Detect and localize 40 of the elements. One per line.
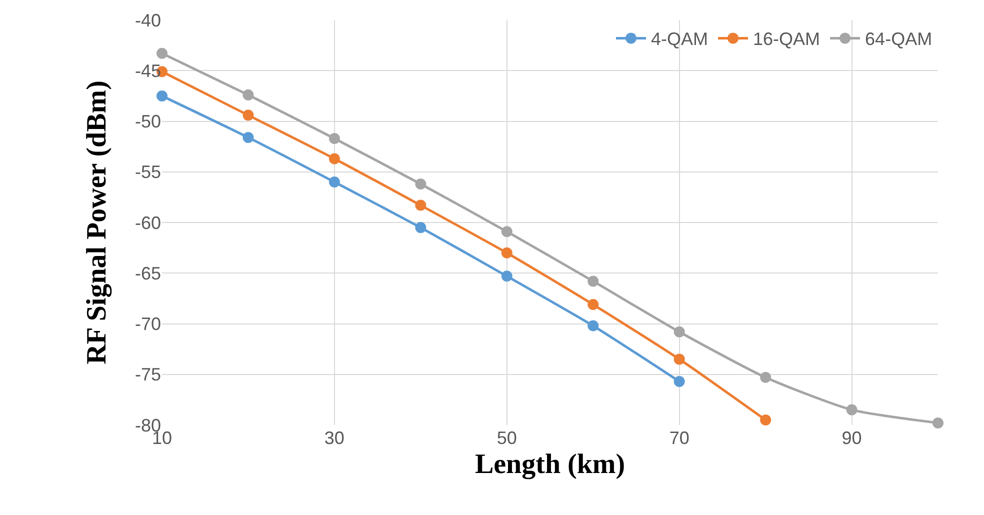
point <box>328 176 340 188</box>
y-tick-label: -55 <box>134 162 161 182</box>
x-tick-label: 90 <box>842 428 862 448</box>
point <box>846 404 858 416</box>
point <box>415 200 426 211</box>
point <box>588 276 599 287</box>
legend-label: 16-QAM <box>753 29 820 50</box>
point <box>242 132 254 143</box>
point <box>242 89 254 100</box>
point <box>760 414 772 426</box>
legend-label: 4-QAM <box>651 29 708 50</box>
x-tick-label: 50 <box>496 428 517 448</box>
point <box>328 153 340 164</box>
x-axis-title: Length (km) <box>474 449 626 480</box>
point <box>588 320 599 332</box>
point <box>242 110 254 121</box>
point <box>932 417 944 428</box>
point <box>501 270 512 282</box>
x-tick-label: 70 <box>669 428 690 448</box>
point <box>674 326 685 338</box>
point <box>501 247 512 258</box>
y-tick-label: -65 <box>134 263 161 284</box>
point <box>415 178 426 190</box>
legend-label: 64-QAM <box>865 29 932 50</box>
point <box>328 132 340 144</box>
point <box>760 372 772 383</box>
point <box>588 299 599 310</box>
point <box>415 222 426 234</box>
point <box>674 376 685 387</box>
point <box>501 226 512 238</box>
y-axis-title: RF Signal Power (dBm) <box>82 80 113 364</box>
point <box>674 354 685 365</box>
point <box>156 90 168 102</box>
x-tick-label: 30 <box>324 428 344 448</box>
y-tick-label: -70 <box>134 314 161 334</box>
y-tick-label: -75 <box>134 364 161 385</box>
y-tick-label: -50 <box>134 112 161 132</box>
y-tick-label: -60 <box>134 212 161 233</box>
point <box>156 48 168 59</box>
y-tick-label: -40 <box>134 10 161 30</box>
